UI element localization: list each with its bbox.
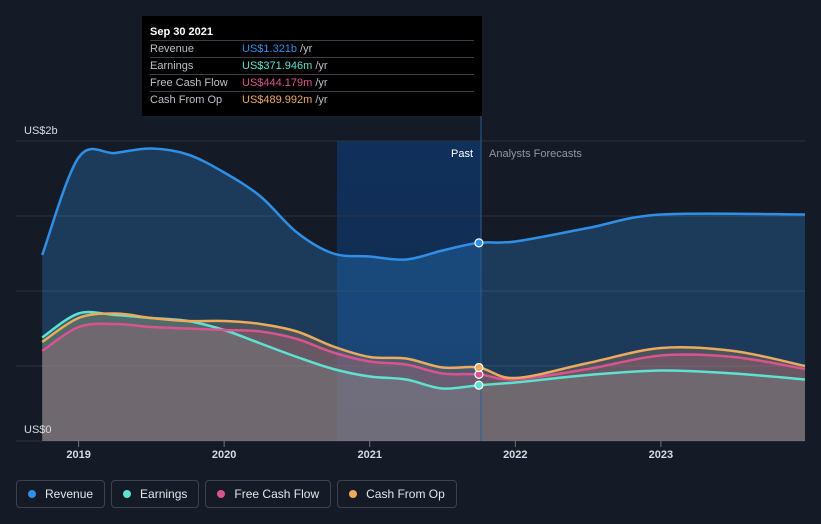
legend-dot-icon	[217, 490, 226, 498]
series-area-cash-from-op	[42, 313, 805, 441]
series-line-cash-from-op	[41, 312, 806, 380]
legend-item-revenue[interactable]: Revenue	[16, 480, 106, 508]
tooltip-label: Free Cash Flow	[150, 77, 228, 89]
legend-label: Revenue	[45, 487, 94, 501]
tooltip-unit: /yr	[300, 43, 313, 55]
tooltip-value: US$1.321b	[242, 43, 298, 55]
y-tick-label: US$2b	[24, 125, 58, 137]
x-tick-label: 2020	[212, 449, 236, 461]
chart-legend: Revenue Earnings Free Cash Flow Cash Fro…	[16, 480, 457, 508]
x-tick-label: 2022	[503, 449, 527, 461]
series-area-free-cash-flow	[42, 323, 805, 441]
tooltip-unit: /yr	[315, 77, 328, 89]
x-tick-label: 2021	[357, 449, 381, 461]
tooltip-row-revenue: Revenue US$1.321b /yr	[150, 40, 474, 57]
series-marker-revenue	[474, 238, 484, 248]
tooltip-date: Sep 30 2021	[150, 26, 213, 38]
tooltip-label: Cash From Op	[150, 94, 223, 106]
series-area-revenue	[42, 148, 805, 442]
tooltip-label: Revenue	[150, 43, 195, 55]
tooltip-unit: /yr	[315, 60, 328, 72]
past-label: Past	[451, 148, 473, 160]
tooltip-unit: /yr	[315, 94, 328, 106]
legend-label: Earnings	[140, 487, 188, 501]
series-line-free-cash-flow	[41, 322, 806, 381]
legend-dot-icon	[28, 490, 36, 498]
series-marker-earnings	[474, 380, 484, 390]
x-tick-label: 2023	[649, 449, 673, 461]
tooltip-value: US$489.992m	[242, 94, 313, 106]
tooltip-label: Earnings	[150, 60, 194, 72]
legend-label: Cash From Op	[366, 487, 445, 501]
tooltip-row-earnings: Earnings US$371.946m /yr	[150, 57, 474, 74]
legend-item-earnings[interactable]: Earnings	[111, 480, 200, 508]
tooltip-row-cash-from-op: Cash From Op US$489.992m /yr	[150, 91, 474, 108]
y-tick-label: US$0	[24, 424, 52, 436]
series-area-earnings	[42, 312, 805, 441]
legend-dot-icon	[123, 490, 132, 498]
legend-item-cash-from-op[interactable]: Cash From Op	[337, 480, 457, 508]
legend-label: Free Cash Flow	[234, 487, 320, 501]
series-line-revenue	[41, 147, 806, 261]
tooltip: Sep 30 2021 Revenue US$1.321b /yr Earnin…	[142, 16, 482, 116]
legend-item-free-cash-flow[interactable]: Free Cash Flow	[205, 480, 332, 508]
legend-dot-icon	[349, 490, 358, 498]
tooltip-row-free-cash-flow: Free Cash Flow US$444.179m /yr	[150, 74, 474, 91]
tooltip-value: US$444.179m	[242, 77, 313, 89]
forecast-label: Analysts Forecasts	[489, 148, 582, 160]
tooltip-value: US$371.946m	[242, 60, 313, 72]
x-tick-label: 2019	[66, 449, 90, 461]
series-marker-cash-from-op	[474, 362, 484, 373]
